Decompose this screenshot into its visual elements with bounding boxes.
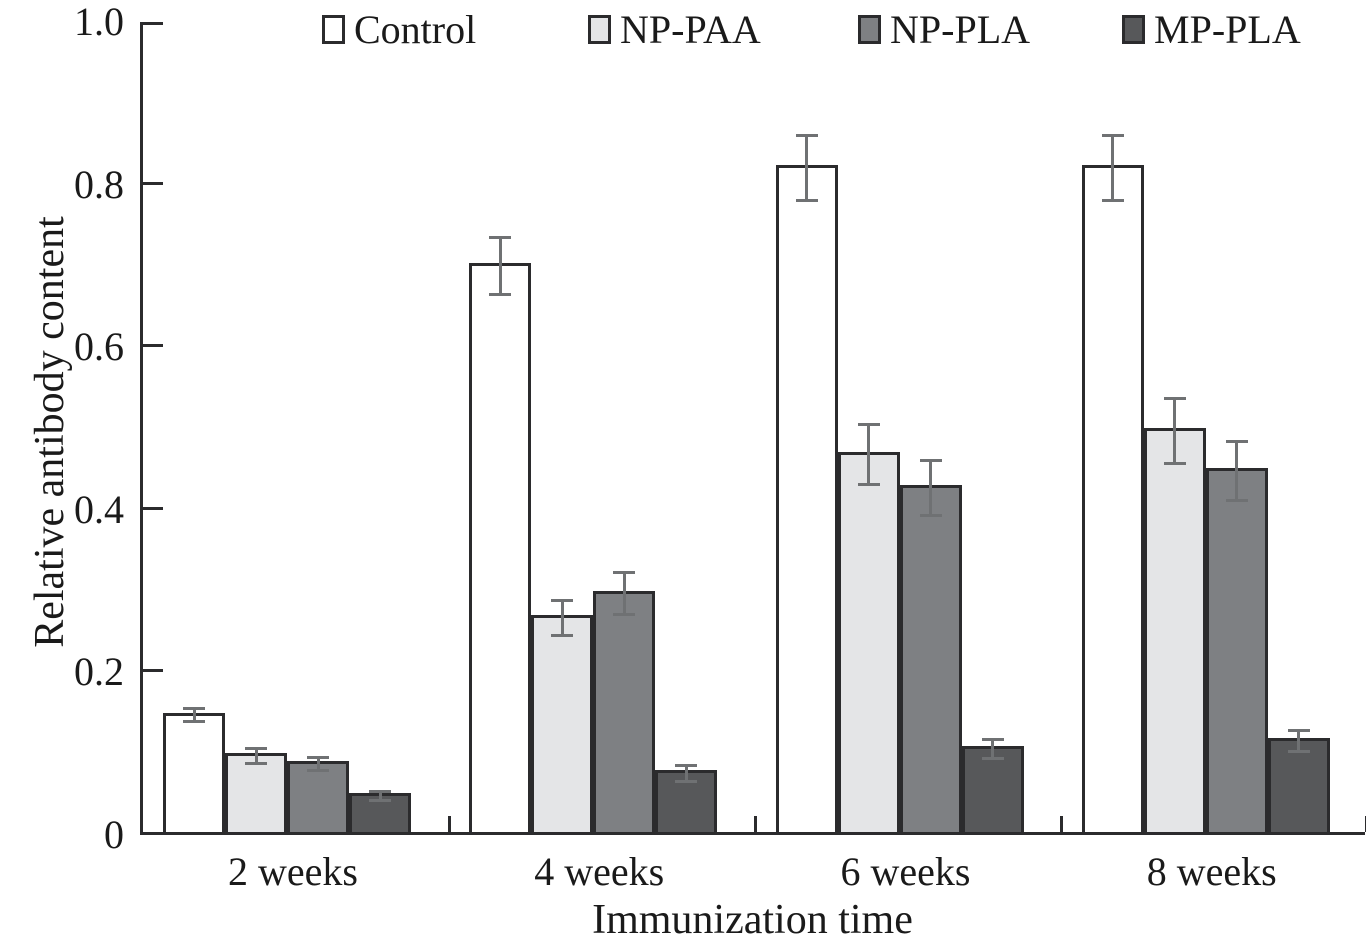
bar-np-pla-2-weeks — [287, 761, 349, 832]
error-bar-cap-top — [795, 134, 818, 138]
error-bar-cap-bottom — [613, 613, 636, 617]
error-bar-cap-bottom — [1287, 749, 1310, 753]
bar-control-8-weeks — [1081, 165, 1144, 832]
x-axis-tick — [1060, 816, 1064, 832]
error-bar-cap-bottom — [307, 769, 329, 773]
error-bar-cap-top — [1287, 728, 1310, 732]
legend-swatch-icon — [588, 15, 611, 44]
error-bar — [498, 237, 502, 295]
error-bar — [684, 765, 688, 782]
legend-label: NP-PLA — [890, 7, 1031, 52]
error-bar-cap-top — [489, 235, 512, 239]
legend-label: NP-PAA — [620, 7, 761, 52]
x-category-label: 2 weeks — [228, 849, 358, 894]
error-bar — [192, 708, 196, 722]
error-bar — [1235, 441, 1239, 501]
legend: Control NP-PAA NP-PLA MP-PLA — [0, 6, 1366, 53]
x-category-label: 6 weeks — [840, 849, 971, 894]
x-category-label: 4 weeks — [534, 849, 665, 894]
legend-item-control: Control — [322, 6, 476, 53]
error-bar — [1173, 398, 1177, 464]
error-bar-cap-top — [857, 422, 880, 426]
error-bar — [622, 572, 626, 615]
legend-item-np-paa: NP-PAA — [588, 6, 761, 53]
y-axis-tick — [143, 181, 163, 185]
error-bar-cap-bottom — [489, 292, 512, 296]
error-bar — [560, 600, 564, 635]
error-bar-cap-bottom — [369, 798, 391, 802]
error-bar-cap-bottom — [675, 779, 698, 783]
x-category-label: 8 weeks — [1146, 849, 1277, 894]
error-bar-cap-bottom — [245, 761, 267, 765]
error-bar-cap-bottom — [183, 720, 205, 724]
error-bar — [929, 460, 932, 516]
bar-np-paa-6-weeks — [837, 451, 900, 832]
y-axis-tick — [143, 506, 163, 510]
y-tick-label: 0.8 — [74, 161, 124, 207]
legend-item-mp-pla: MP-PLA — [1122, 6, 1301, 53]
y-axis-title: Relative antibody content — [27, 216, 73, 648]
error-bar-cap-bottom — [1101, 199, 1124, 203]
error-bar-cap-bottom — [1225, 498, 1248, 502]
error-bar-cap-top — [1101, 134, 1124, 138]
bar-control-4-weeks — [469, 262, 532, 832]
error-bar-cap-top — [1163, 396, 1186, 400]
legend-label: MP-PLA — [1154, 7, 1301, 52]
error-bar — [316, 757, 320, 771]
error-bar-cap-bottom — [551, 633, 574, 637]
y-tick-label: 0.6 — [74, 324, 124, 370]
error-bar — [378, 791, 382, 801]
bar-np-pla-6-weeks — [899, 484, 962, 832]
error-bar-cap-bottom — [919, 513, 942, 517]
error-bar — [1111, 135, 1115, 201]
error-bar-cap-top — [369, 790, 391, 794]
error-bar-cap-top — [1225, 440, 1248, 443]
error-bar — [1297, 730, 1301, 752]
x-axis-title: Immunization time — [592, 897, 913, 943]
error-bar-cap-top — [307, 756, 329, 760]
error-bar-cap-bottom — [857, 483, 880, 487]
error-bar-cap-top — [183, 707, 205, 711]
error-bar-cap-bottom — [981, 757, 1004, 761]
bar-np-paa-4-weeks — [531, 614, 594, 832]
error-bar — [805, 135, 808, 201]
error-bar — [254, 748, 258, 764]
error-bar-cap-bottom — [1163, 461, 1186, 465]
error-bar — [991, 739, 994, 759]
y-tick-label: 1.0 — [74, 0, 124, 44]
y-axis-tick — [143, 832, 163, 835]
y-axis-tick — [143, 669, 163, 673]
legend-label: Control — [354, 7, 477, 52]
y-tick-label: 0.4 — [74, 486, 124, 532]
legend-swatch-icon — [858, 15, 881, 44]
plot-area — [140, 22, 1366, 835]
bar-control-6-weeks — [775, 165, 838, 832]
y-axis-tick — [143, 344, 163, 348]
legend-swatch-icon — [1122, 15, 1145, 44]
bar-np-paa-2-weeks — [225, 753, 287, 832]
bar-np-paa-8-weeks — [1143, 427, 1206, 832]
y-tick-label: 0 — [104, 812, 124, 857]
error-bar-cap-top — [551, 599, 574, 603]
y-tick-label: 0.2 — [74, 649, 124, 695]
error-bar-cap-bottom — [795, 199, 818, 203]
y-axis-tick — [143, 22, 163, 25]
bar-control-2-weeks — [163, 712, 225, 832]
error-bar-cap-top — [981, 737, 1004, 741]
legend-swatch-icon — [322, 15, 345, 44]
error-bar-cap-top — [245, 747, 267, 751]
x-axis-tick — [754, 816, 757, 832]
error-bar-cap-top — [919, 458, 942, 462]
error-bar — [867, 424, 870, 485]
error-bar-cap-top — [613, 570, 636, 574]
error-bar-cap-top — [675, 763, 698, 767]
bar-np-pla-4-weeks — [593, 590, 656, 832]
legend-item-np-pla: NP-PLA — [858, 6, 1030, 53]
bar-np-pla-8-weeks — [1205, 467, 1268, 832]
x-axis-tick — [447, 816, 451, 832]
